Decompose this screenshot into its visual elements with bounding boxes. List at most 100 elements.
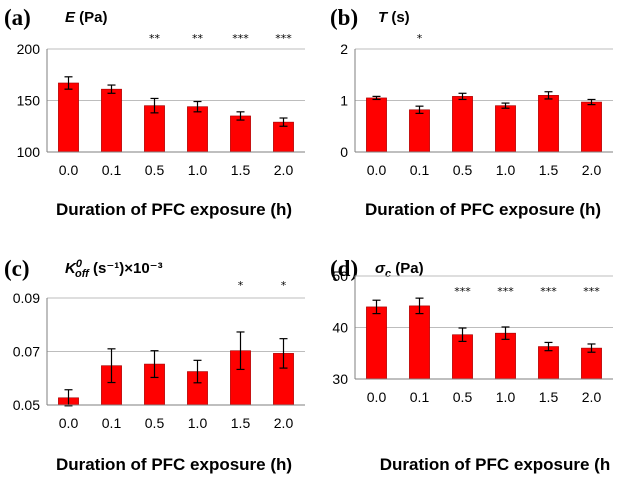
x-axis-label: Duration of PFC exposure (h <box>380 455 610 474</box>
significance-marker: *** <box>540 285 557 298</box>
error-bar <box>236 111 245 121</box>
x-tick-label: 0.1 <box>102 162 122 178</box>
error-bar <box>415 297 424 315</box>
x-tick-label: 2.0 <box>582 389 602 405</box>
error-bar <box>544 341 553 352</box>
y-tick-label: 30 <box>332 371 348 387</box>
bar <box>452 96 473 153</box>
x-tick-label: 2.0 <box>274 162 294 178</box>
title-subscript: off <box>75 268 90 280</box>
error-bar <box>107 84 116 94</box>
bar <box>409 305 430 380</box>
x-tick-label: 2.0 <box>274 415 294 431</box>
y-tick-label: 0 <box>340 144 348 160</box>
error-bar <box>587 343 596 353</box>
bar <box>538 346 559 380</box>
error-bar <box>193 100 202 113</box>
title-symbol: T <box>378 9 389 26</box>
significance-marker: ** <box>192 32 204 45</box>
x-tick-label: 1.5 <box>539 162 559 178</box>
panel-3: (d) σc (Pa) 30 40 50 0.0 0.1 0.5 *** 1.0 *** 1.5 ***… <box>330 256 613 474</box>
bar <box>495 105 516 153</box>
significance-marker: *** <box>454 285 471 298</box>
y-tick-label: 1 <box>340 93 348 109</box>
x-axis-label: Duration of PFC exposure (h) <box>365 200 601 219</box>
x-tick-label: 0.5 <box>453 162 473 178</box>
title-symbol: K <box>65 260 77 277</box>
error-bar <box>107 348 116 384</box>
panel-letter: (b) <box>330 5 358 30</box>
panel-letter: (c) <box>4 256 30 281</box>
panel-title: K0 off (s⁻¹)×10⁻³ <box>65 258 163 280</box>
bar <box>366 97 387 153</box>
error-bar <box>236 331 245 371</box>
error-bar <box>458 92 467 101</box>
x-tick-label: 1.5 <box>539 389 559 405</box>
error-bar <box>193 359 202 384</box>
title-unit: (Pa) <box>75 9 108 26</box>
error-bar <box>415 105 424 114</box>
title-unit: (s) <box>387 9 410 26</box>
x-tick-label: 0.1 <box>102 415 122 431</box>
error-bar <box>279 338 288 369</box>
panel-letter: (d) <box>330 256 358 281</box>
error-bar <box>64 76 73 90</box>
error-bar <box>458 327 467 343</box>
error-bar <box>587 98 596 106</box>
x-tick-label: 1.0 <box>188 415 208 431</box>
bar <box>495 332 516 380</box>
panel-2: (c) K0 off (s⁻¹)×10⁻³ 0.05 0.07 0.09 0.0 0.1 0.5… <box>4 256 305 474</box>
bar <box>366 306 387 380</box>
y-tick-label: 2 <box>340 41 348 57</box>
x-tick-label: 1.0 <box>188 162 208 178</box>
y-tick-label: 50 <box>332 268 348 284</box>
x-tick-label: 0.5 <box>145 415 165 431</box>
y-tick-label: 0.09 <box>13 290 40 306</box>
title-superscript: 0 <box>76 258 83 270</box>
significance-marker: * <box>238 279 244 292</box>
x-tick-label: 0.0 <box>59 415 79 431</box>
bar <box>581 101 602 153</box>
error-bar <box>372 299 381 315</box>
x-axis-label: Duration of PFC exposure (h) <box>56 455 292 474</box>
bar <box>230 115 251 153</box>
x-tick-label: 0.0 <box>367 389 387 405</box>
y-tick-label: 0.05 <box>13 397 40 413</box>
x-tick-label: 2.0 <box>582 162 602 178</box>
x-tick-label: 0.1 <box>410 389 430 405</box>
x-tick-label: 0.5 <box>145 162 165 178</box>
y-tick-label: 100 <box>17 144 41 160</box>
error-bar <box>279 117 288 127</box>
significance-marker: * <box>281 279 287 292</box>
y-tick-label: 0.07 <box>13 344 40 360</box>
significance-marker: *** <box>497 285 514 298</box>
error-bar <box>150 97 159 114</box>
x-tick-label: 1.5 <box>231 415 251 431</box>
y-tick-label: 150 <box>17 93 41 109</box>
x-tick-label: 0.5 <box>453 389 473 405</box>
x-tick-label: 1.5 <box>231 162 251 178</box>
y-tick-label: 40 <box>332 320 348 336</box>
title-symbol: E <box>65 9 76 26</box>
panel-0: (a) E (Pa) 100 150 200 0.0 0.1 0.5 ** 1.0 ** 1.5 ***… <box>4 5 305 219</box>
panel-1: (b) T (s) 0 1 2 0.0 0.1 * 0.5 1.0 1.5 2.0 Duration o… <box>330 5 613 219</box>
significance-marker: ** <box>149 32 161 45</box>
error-bar <box>64 389 73 407</box>
x-tick-label: 1.0 <box>496 162 516 178</box>
x-tick-label: 0.0 <box>367 162 387 178</box>
error-bar <box>372 95 381 101</box>
significance-marker: *** <box>232 32 249 45</box>
x-tick-label: 0.1 <box>410 162 430 178</box>
bar <box>101 88 122 153</box>
title-unit: (Pa) <box>391 260 424 277</box>
title-unit: (s⁻¹)×10⁻³ <box>89 260 163 277</box>
title-subscript: c <box>385 268 391 280</box>
significance-marker: *** <box>583 285 600 298</box>
bar <box>187 106 208 153</box>
error-bar <box>544 91 553 100</box>
bar <box>538 95 559 153</box>
x-tick-label: 1.0 <box>496 389 516 405</box>
y-tick-label: 200 <box>17 41 41 57</box>
bar <box>58 82 79 153</box>
panel-title: σc (Pa) <box>375 260 424 280</box>
